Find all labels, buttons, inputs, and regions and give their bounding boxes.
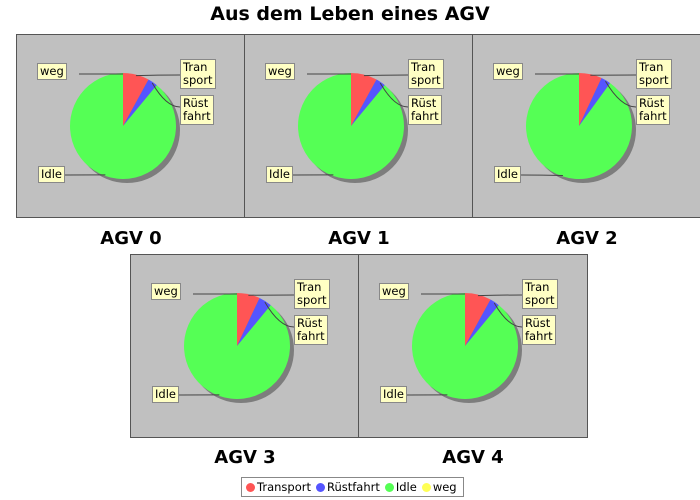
pie-slice-ruestfahrt [123,79,157,126]
pie-label-idle: Idle [380,386,407,403]
pie-label-transport: Tran sport [294,279,330,309]
legend-item: weg [421,480,457,494]
pie-label-idle: Idle [152,386,179,403]
pie-label-weg: weg [151,283,181,300]
pie-slice-idle [298,73,405,180]
legend-marker-icon [421,482,431,492]
pie-slice-transport [579,73,602,126]
leader-line-ruestfahrt [151,82,181,108]
pie-label-idle: Idle [38,166,65,183]
legend-marker-icon [246,482,255,492]
pie-label-transport: Tran sport [522,279,558,309]
pie-label-ruestfahrt: Rüst fahrt [294,315,328,345]
legend-marker-icon [315,482,325,492]
pie-label-ruestfahrt: Rüst fahrt [408,95,442,125]
pie-chart-svg [64,73,181,183]
pie-title: AGV 3 [214,447,276,468]
pie-slice-transport [465,293,491,346]
pie-title: AGV 2 [556,228,618,249]
pie-chart-svg [520,73,637,183]
legend-label: Transport [257,480,311,494]
pie-title: AGV 4 [442,447,504,468]
legend: Transport Rüstfahrt Idle weg [241,477,464,497]
pie-label-ruestfahrt: Rüst fahrt [522,315,556,345]
leader-line-ruestfahrt [605,80,637,108]
legend-item: Idle [384,480,417,494]
pie-label-transport: Tran sport [636,59,672,89]
leader-line-ruestfahrt [493,302,523,328]
pie-panel-2: weg Tran sport Rüst fahrt Idle [472,34,700,218]
pie-label-weg: weg [493,63,523,80]
pie-slice-idle [526,73,632,179]
pie-slice-transport [123,73,149,126]
leader-line-transport [135,74,181,77]
pie-chart-svg [406,293,523,403]
pie-label-idle: Idle [266,166,293,183]
pie-slice-transport [237,293,260,346]
legend-label: Rüstfahrt [326,480,380,494]
pie-label-weg: weg [379,283,409,300]
pie-panel-4: weg Tran sport Rüst fahrt Idle [358,254,588,438]
pie-slice-idle [412,293,518,399]
legend-label: Idle [395,480,417,494]
pie-chart-svg [292,73,409,183]
pie-label-weg: weg [37,63,67,80]
pie-slice-ruestfahrt [237,298,271,346]
pie-panel-1: weg Tran sport Rüst fahrt Idle [244,34,474,218]
pie-label-transport: Tran sport [180,59,216,89]
pie-slice-idle [184,293,291,399]
pie-slice-transport [351,73,377,126]
legend-label: weg [432,480,457,494]
pie-label-idle: Idle [494,166,521,183]
pie-slice-ruestfahrt [465,299,499,346]
leader-line-transport [477,294,523,297]
pie-panel-3: weg Tran sport Rüst fahrt Idle [130,254,360,438]
pie-label-weg: weg [265,63,295,80]
leader-line-ruestfahrt [379,82,409,108]
legend-item: Transport [246,480,311,494]
pie-title: AGV 0 [100,228,162,249]
pie-title: AGV 1 [328,228,390,249]
chart-main-title: Aus dem Leben eines AGV [210,3,490,25]
leader-line-ruestfahrt [264,301,295,328]
pie-panel-0: weg Tran sport Rüst fahrt Idle [16,34,246,218]
pie-label-ruestfahrt: Rüst fahrt [636,95,670,125]
pie-slice-ruestfahrt [579,78,611,126]
legend-item: Rüstfahrt [315,480,380,494]
legend-marker-icon [384,482,394,492]
pie-label-ruestfahrt: Rüst fahrt [180,95,214,125]
leader-line-transport [363,74,409,77]
pie-slice-ruestfahrt [351,79,385,126]
pie-label-transport: Tran sport [408,59,444,89]
pie-slice-idle [70,73,177,180]
pie-chart-svg [178,293,295,403]
